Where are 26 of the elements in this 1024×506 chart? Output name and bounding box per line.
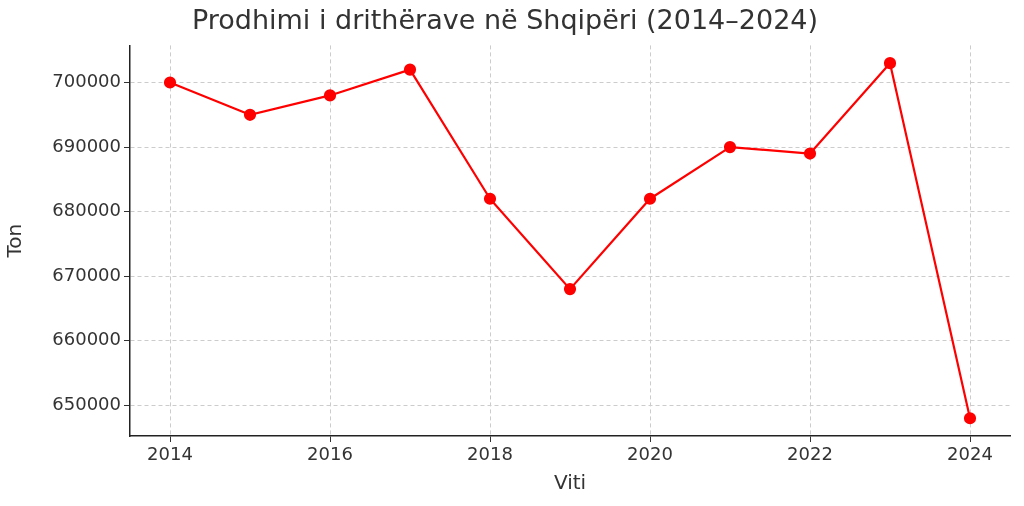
y-tick-label: 700000: [52, 70, 121, 92]
y-tick-label: 690000: [52, 134, 121, 156]
point: [243, 108, 257, 121]
x-tick-label: 2014: [147, 443, 193, 465]
chart-title: Prodhimi i drithërave në Shqipëri (2014–2024): [191, 4, 819, 36]
x-tick-label: 2016: [307, 443, 353, 465]
y-tick-label: 670000: [52, 263, 121, 285]
y-tick-label: 650000: [52, 393, 121, 414]
point: [883, 57, 897, 70]
point: [563, 283, 577, 296]
point: [963, 412, 977, 425]
point: [723, 140, 737, 154]
y-axis-title: Ton: [2, 223, 27, 259]
x-tick-label: 2024: [947, 443, 993, 465]
x-axis-title: Viti: [553, 470, 587, 495]
point: [483, 192, 497, 205]
point: [323, 89, 337, 102]
point: [803, 147, 817, 160]
x-tick-label: 2022: [787, 443, 833, 465]
point: [163, 76, 177, 89]
x-tick-label: 2018: [467, 443, 513, 465]
point: [643, 192, 657, 205]
point: [403, 63, 417, 76]
x-tick-label: 2020: [627, 443, 673, 465]
y-tick-label: 680000: [52, 199, 121, 221]
y-tick-label: 660000: [52, 328, 121, 350]
